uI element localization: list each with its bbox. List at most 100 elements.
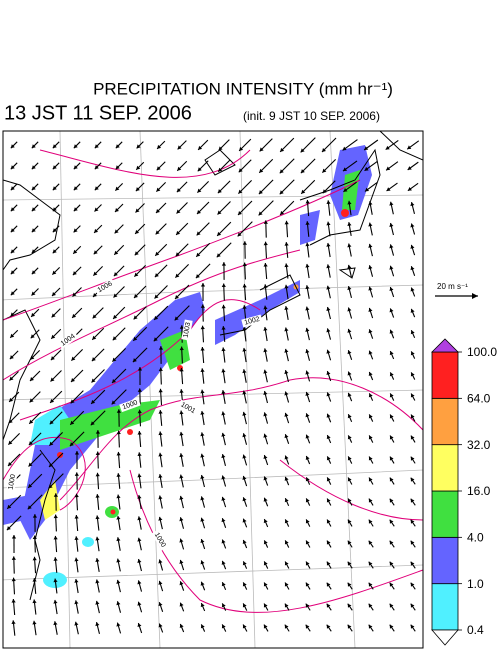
wind-head xyxy=(389,519,394,524)
wind-arrow xyxy=(389,498,395,506)
wind-head xyxy=(410,582,415,587)
wind-arrow xyxy=(263,433,269,445)
wind-arrow xyxy=(91,348,105,362)
wind-head xyxy=(221,411,226,416)
wind-head xyxy=(196,231,201,236)
wind-head xyxy=(284,348,289,353)
wind-head xyxy=(116,473,121,477)
wind-head xyxy=(305,285,310,290)
wind-head xyxy=(74,557,79,562)
wind-head xyxy=(305,498,310,503)
wind-arrow xyxy=(196,201,210,215)
wind-arrow xyxy=(155,202,167,214)
wind-head xyxy=(116,515,121,520)
wind-head xyxy=(242,411,247,416)
wind-head xyxy=(389,414,394,419)
wind-arrow xyxy=(305,327,310,341)
wind-head xyxy=(263,241,268,246)
wind-head xyxy=(95,600,100,605)
wind-arrow xyxy=(74,514,79,532)
wind-arrow xyxy=(113,265,125,277)
wind-arrow xyxy=(94,162,102,170)
wind-arrow xyxy=(347,264,352,278)
wind-arrow xyxy=(263,624,269,632)
wind-arrow xyxy=(238,180,252,194)
wind-arrow xyxy=(410,351,416,359)
wind-head xyxy=(263,624,268,629)
wind-head xyxy=(221,560,226,565)
wind-head xyxy=(10,186,15,191)
wind-head xyxy=(263,284,268,289)
wind-head xyxy=(242,433,247,438)
wind-head xyxy=(133,336,138,341)
wind-head xyxy=(242,561,247,566)
wind-arrow xyxy=(221,368,226,384)
wind-head xyxy=(347,392,352,397)
wind-head xyxy=(242,241,247,245)
wind-head xyxy=(305,413,310,418)
wind-head xyxy=(200,453,205,458)
wind-head xyxy=(114,250,119,255)
wind-head xyxy=(179,389,184,393)
wind-head xyxy=(30,355,35,360)
wind-arrow xyxy=(284,263,289,279)
wind-arrow xyxy=(221,304,226,322)
wind-arrow xyxy=(95,622,101,634)
wind-head xyxy=(95,451,100,456)
wind-head xyxy=(32,535,37,540)
wind-arrow xyxy=(242,518,248,528)
wind-head xyxy=(322,189,327,194)
wind-arrow xyxy=(31,141,39,149)
wind-head xyxy=(386,166,391,171)
wind-arrow xyxy=(137,367,143,385)
wind-head xyxy=(200,517,205,522)
wind-head xyxy=(113,293,118,298)
colorbar-label: 4.0 xyxy=(467,531,484,545)
rain-area xyxy=(82,537,94,547)
wind-head xyxy=(385,145,390,150)
wind-head xyxy=(284,455,289,460)
wind-head xyxy=(8,440,13,445)
wind-head xyxy=(74,472,79,476)
wind-arrow xyxy=(48,452,64,468)
wind-head xyxy=(368,624,373,629)
wind-head xyxy=(73,165,78,170)
wind-head xyxy=(305,327,310,332)
wind-head xyxy=(300,169,305,174)
wind-head xyxy=(389,223,394,227)
wind-arrow xyxy=(221,496,227,508)
wind-arrow xyxy=(284,434,290,444)
wind-head xyxy=(326,243,331,247)
wind-arrow xyxy=(95,472,100,490)
wind-head xyxy=(284,519,289,524)
wind-head xyxy=(368,371,373,377)
wind-arrow xyxy=(326,456,332,464)
wind-head xyxy=(407,186,412,191)
wind-head xyxy=(217,231,222,236)
wind-arrow xyxy=(263,412,269,424)
wind-arrow xyxy=(29,349,41,361)
wind-arrow xyxy=(263,603,269,611)
wind-head xyxy=(279,169,284,174)
wind-arrow xyxy=(284,284,289,300)
wind-arrow xyxy=(284,220,289,238)
wind-arrow xyxy=(284,603,290,611)
wind-head xyxy=(53,621,58,626)
wind-head xyxy=(284,242,289,246)
wind-head xyxy=(242,369,247,374)
wind-arrow xyxy=(74,578,79,594)
wind-arrow xyxy=(28,432,42,446)
wind-arrow xyxy=(71,307,83,319)
wind-arrow xyxy=(11,577,16,595)
wind-arrow xyxy=(305,221,310,237)
wind-head xyxy=(218,167,223,172)
wind-arrow xyxy=(115,141,123,149)
wind-head xyxy=(200,581,205,586)
wind-scale-label: 20 m s⁻¹ xyxy=(437,282,468,291)
wind-head xyxy=(305,306,310,311)
wind-arrow xyxy=(195,263,211,279)
wind-head xyxy=(116,430,121,435)
wind-arrow xyxy=(347,392,353,402)
wind-head xyxy=(259,168,264,173)
